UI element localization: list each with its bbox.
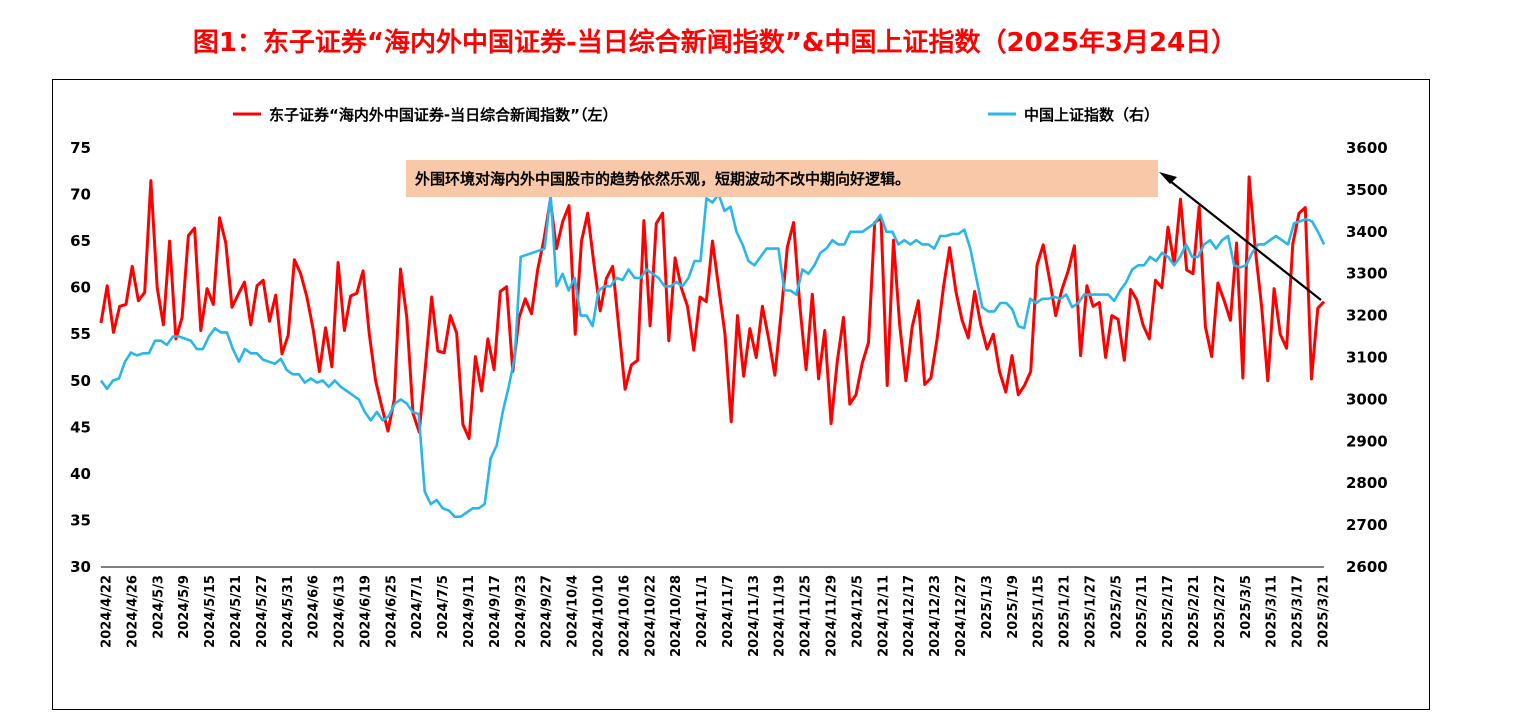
x-tick-label: 2025/3/17: [1291, 575, 1306, 648]
x-tick-label: 2025/1/15: [1032, 575, 1047, 648]
x-tick-label: 2024/9/27: [540, 575, 555, 648]
x-tick-label: 2025/1/3: [980, 575, 995, 639]
x-tick-label: 2024/6/19: [358, 575, 373, 648]
x-tick-label: 2025/1/9: [1006, 575, 1021, 639]
news-index-line: [99, 175, 1326, 440]
x-tick-label: 2024/9/11: [462, 575, 477, 648]
x-tick-label: 2024/11/1: [695, 575, 710, 648]
x-tick-label: 2024/5/3: [151, 575, 166, 639]
x-tick-label: 2024/5/21: [229, 575, 244, 648]
y-left-tick-label: 45: [70, 418, 91, 436]
x-tick-label: 2024/7/5: [436, 575, 451, 639]
y-left-tick-label: 65: [70, 232, 91, 250]
x-tick-label: 2025/1/21: [1058, 575, 1073, 648]
x-tick-label: 2025/3/11: [1265, 575, 1280, 648]
annotation-arrow-line: [1164, 176, 1322, 301]
y-right-tick-label: 2600: [1346, 558, 1388, 576]
legend-label-1: 中国上证指数（右）: [1024, 106, 1159, 124]
x-tick-label: 2024/10/28: [669, 575, 684, 657]
x-tick-label: 2025/2/21: [1187, 575, 1202, 648]
x-tick-label: 2024/11/13: [747, 575, 762, 657]
x-tick-label: 2025/2/5: [1109, 575, 1124, 639]
x-tick-label: 2024/5/27: [255, 575, 270, 648]
x-tick-label: 2024/10/22: [643, 575, 658, 657]
y-left-tick-label: 60: [70, 279, 91, 297]
y-left-tick-label: 40: [70, 465, 91, 483]
y-left-tick-label: 50: [70, 372, 91, 390]
x-tick-label: 2024/6/13: [333, 575, 348, 648]
x-tick-label: 2024/12/5: [850, 575, 865, 648]
x-tick-label: 2025/3/21: [1317, 575, 1332, 648]
x-tick-label: 2024/10/10: [591, 575, 606, 657]
y-right-tick-label: 3300: [1346, 265, 1388, 283]
y-left-tick-label: 35: [70, 511, 91, 529]
x-tick-label: 2025/2/11: [1135, 575, 1150, 648]
y-left-tick-label: 75: [70, 139, 91, 157]
x-tick-label: 2024/11/7: [721, 575, 736, 648]
y-right-tick-label: 2800: [1346, 474, 1388, 492]
x-tick-label: 2025/2/17: [1161, 575, 1176, 648]
x-tick-label: 2025/2/27: [1213, 575, 1228, 648]
x-tick-label: 2024/5/31: [281, 575, 296, 648]
annotation-box: [406, 160, 1158, 197]
x-tick-label: 2025/1/27: [1083, 575, 1098, 648]
figure-title: 图1：东子证券“海内外中国证券-当日综合新闻指数”&中国上证指数（2025年3月…: [192, 28, 1238, 58]
y-right-tick-label: 2900: [1346, 432, 1388, 450]
x-tick-label: 2024/6/6: [307, 575, 322, 639]
x-tick-label: 2024/9/23: [514, 575, 529, 648]
x-tick-label: 2024/9/17: [488, 575, 503, 648]
y-right-tick-label: 3500: [1346, 181, 1388, 199]
chart-frame: 东子证券“海内外中国证券-当日综合新闻指数”（左） 中国上证指数（右） 30 35 40…: [52, 79, 1430, 710]
y-left-tick-label: 30: [70, 558, 91, 576]
y-right-tick-label: 2700: [1346, 516, 1388, 534]
y-right-tick-label: 3400: [1346, 223, 1388, 241]
x-tick-label: 2024/12/17: [902, 575, 917, 657]
x-tick-label: 2024/12/27: [954, 575, 969, 657]
x-tick-label: 2024/6/25: [384, 575, 399, 648]
x-tick-label: 2024/4/26: [125, 575, 140, 648]
x-tick-label: 2024/10/16: [617, 575, 632, 657]
x-tick-label: 2024/12/11: [876, 575, 891, 657]
y-right-tick-label: 3600: [1346, 139, 1388, 157]
y-left-tick-label: 55: [70, 325, 91, 343]
x-tick-label: 2025/3/5: [1239, 575, 1254, 639]
x-tick-label: 2024/4/22: [100, 575, 115, 648]
annotation-text: 外围环境对海内外中国股市的趋势依然乐观，短期波动不改中期向好逻辑。: [414, 170, 910, 188]
x-tick-label: 2024/7/1: [410, 575, 425, 639]
x-tick-label: 2024/5/15: [203, 575, 218, 648]
x-tick-label: 2024/5/9: [177, 575, 192, 639]
x-tick-label: 2024/11/19: [773, 575, 788, 657]
y-right-tick-label: 3200: [1346, 307, 1388, 325]
annotation-arrow-head: [1159, 172, 1177, 184]
x-tick-label: 2024/11/25: [799, 575, 814, 657]
legend-label-0: 东子证券“海内外中国证券-当日综合新闻指数”（左）: [269, 106, 617, 124]
x-tick-label: 2024/12/23: [928, 575, 943, 657]
y-right-tick-label: 3100: [1346, 349, 1388, 367]
x-tick-label: 2024/10/4: [566, 575, 581, 648]
y-right-tick-label: 3000: [1346, 390, 1388, 408]
x-tick-label: 2024/11/29: [825, 575, 840, 657]
line-chart: 东子证券“海内外中国证券-当日综合新闻指数”（左） 中国上证指数（右） 30 35 40…: [70, 106, 1388, 657]
shanghai-index-line: [99, 192, 1326, 519]
y-left-tick-label: 70: [70, 186, 91, 204]
